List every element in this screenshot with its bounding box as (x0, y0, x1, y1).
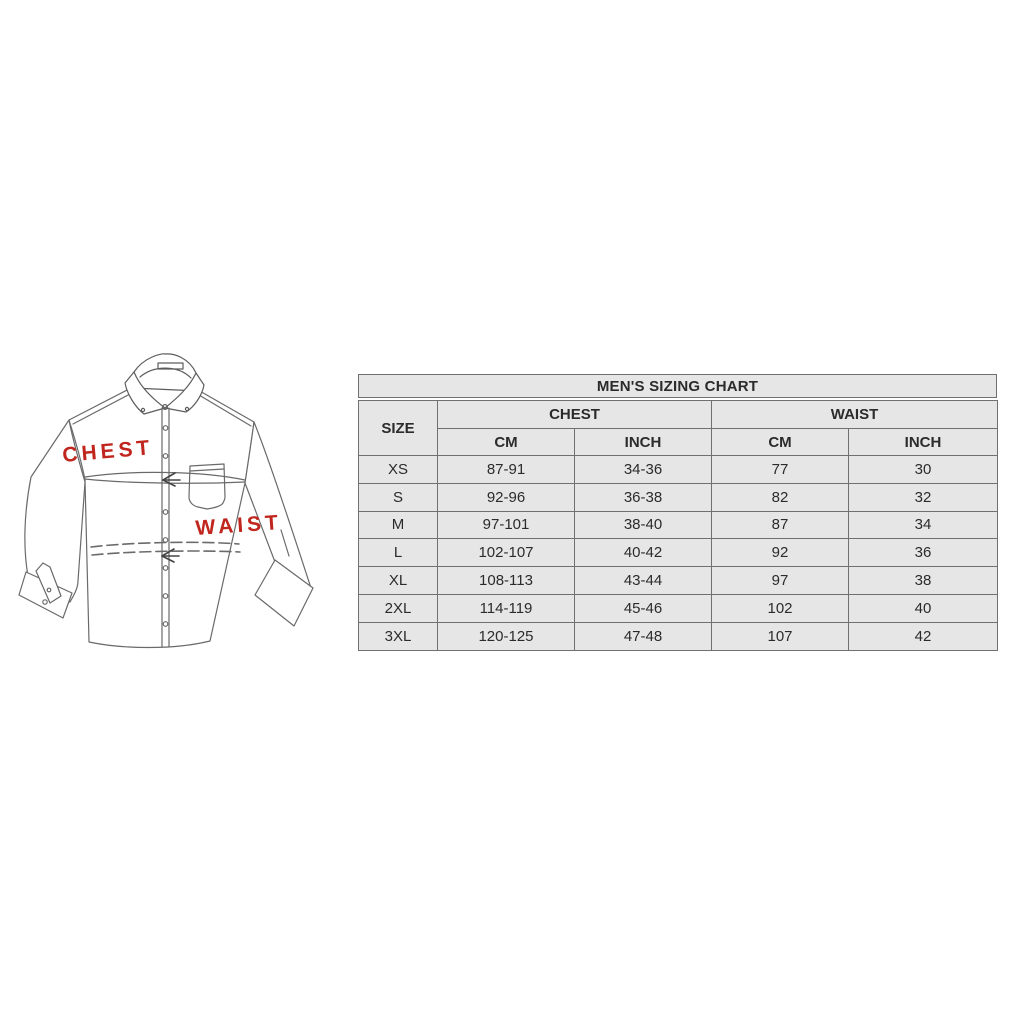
waist-measure-line (90, 541, 241, 556)
value-cell: 102-107 (437, 538, 575, 568)
col-group-waist: WAIST (711, 400, 998, 429)
size-cell: 2XL (358, 593, 438, 623)
waist-arrow-icon (161, 548, 180, 563)
value-cell: 47-48 (574, 621, 712, 651)
shirt-collar (124, 353, 205, 415)
size-cell: XL (358, 566, 438, 595)
value-cell: 45-46 (574, 593, 712, 623)
value-cell: 92 (711, 538, 849, 568)
shirt-placket (161, 407, 170, 648)
shirt-pocket (188, 463, 226, 510)
size-cell: L (358, 538, 438, 568)
value-cell: 97 (711, 566, 849, 595)
group-header-row: SIZE CHEST WAIST (358, 400, 998, 456)
value-cell: 40 (848, 593, 998, 623)
value-cell: 38 (848, 566, 998, 595)
value-cell: 36-38 (574, 482, 712, 512)
sizing-table: SIZE CHEST WAIST CM INCH CM INCH XS 87-9… (358, 400, 998, 651)
value-cell: 87-91 (437, 455, 575, 484)
value-cell: 120-125 (437, 621, 575, 651)
value-cell: 42 (848, 621, 998, 651)
table-row: XS 87-91 34-36 77 30 (358, 455, 998, 484)
shoulder-seam-left (72, 392, 133, 425)
size-cell: XS (358, 455, 438, 484)
unit-header-waist-cm: CM (711, 428, 849, 456)
value-cell: 102 (711, 593, 849, 623)
value-cell: 97-101 (437, 510, 575, 540)
col-header-size: SIZE (358, 400, 438, 456)
unit-header-row: CM INCH CM INCH (359, 428, 998, 456)
value-cell: 32 (848, 482, 998, 512)
chest-measure-line (84, 471, 246, 484)
size-cell: 3XL (358, 621, 438, 651)
value-cell: 92-96 (437, 482, 575, 512)
table-row: S 92-96 36-38 82 32 (358, 482, 998, 512)
value-cell: 114-119 (437, 593, 575, 623)
unit-header-waist-inch: INCH (848, 428, 998, 456)
value-cell: 36 (848, 538, 998, 568)
chest-arrow-icon (162, 472, 181, 487)
size-cell: S (358, 482, 438, 512)
value-cell: 108-113 (437, 566, 575, 595)
table-row: M 97-101 38-40 87 34 (358, 510, 998, 540)
unit-header-chest-inch: INCH (574, 428, 712, 456)
size-cell: M (358, 510, 438, 540)
unit-header-chest-cm: CM (437, 428, 575, 456)
value-cell: 30 (848, 455, 998, 484)
value-cell: 34-36 (574, 455, 712, 484)
col-group-chest: CHEST (437, 400, 712, 429)
shoulder-seam-right (198, 394, 252, 427)
table-row: 2XL 114-119 45-46 102 40 (358, 593, 998, 623)
chart-title: MEN'S SIZING CHART (358, 374, 997, 398)
value-cell: 40-42 (574, 538, 712, 568)
shirt-left-sleeve (18, 419, 86, 619)
value-cell: 77 (711, 455, 849, 484)
shirt-right-sleeve (244, 421, 314, 627)
shirt-illustration: CHEST WAIST (12, 350, 347, 660)
value-cell: 34 (848, 510, 998, 540)
table-row: L 102-107 40-42 92 36 (358, 538, 998, 568)
value-cell: 87 (711, 510, 849, 540)
value-cell: 43-44 (574, 566, 712, 595)
value-cell: 82 (711, 482, 849, 512)
value-cell: 38-40 (574, 510, 712, 540)
table-row: 3XL 120-125 47-48 107 42 (358, 621, 998, 651)
value-cell: 107 (711, 621, 849, 651)
table-row: XL 108-113 43-44 97 38 (358, 566, 998, 595)
shirt-sketch-icon: CHEST WAIST (18, 353, 314, 649)
